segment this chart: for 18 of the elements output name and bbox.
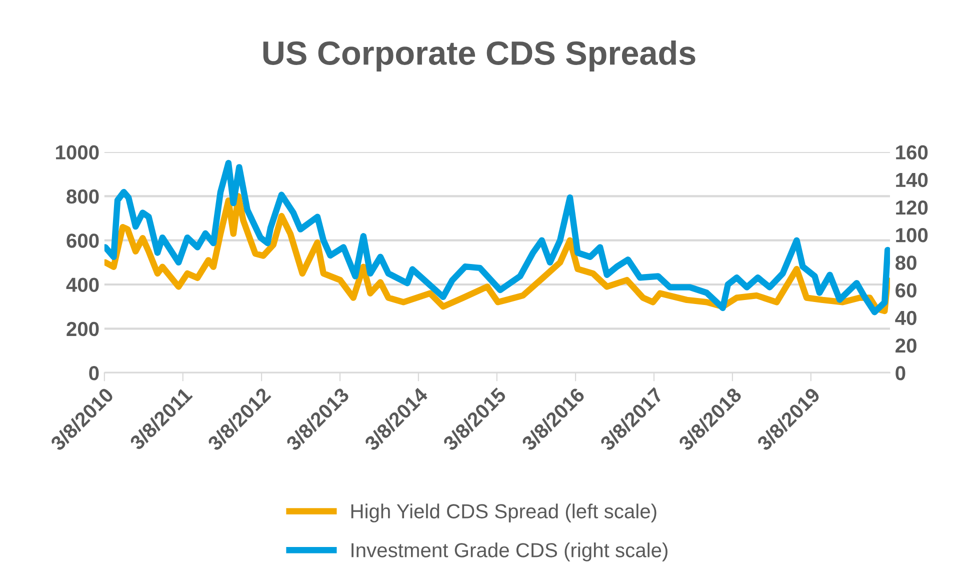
legend-label: High Yield CDS Spread (left scale) xyxy=(351,504,656,522)
y2-tick-label: 80 xyxy=(895,256,916,270)
y2-tick-label: 100 xyxy=(896,228,928,242)
y-tick-label: 600 xyxy=(66,234,99,248)
y2-tick-label: 20 xyxy=(896,338,916,353)
y-tick-label: 400 xyxy=(66,278,99,292)
y2-tick-label: 140 xyxy=(896,172,928,188)
y2-tick-label: 120 xyxy=(896,200,928,215)
y-tick-label: 200 xyxy=(66,322,99,336)
y2-tick-label: 160 xyxy=(896,145,928,160)
y-tick-label: 0 xyxy=(89,366,99,380)
legend-label: Investment Grade CDS (right scale) xyxy=(352,542,668,562)
y2-tick-label: 60 xyxy=(896,283,916,298)
y2-tick-label: 40 xyxy=(895,310,916,326)
y2-tick-label: 0 xyxy=(896,366,906,380)
chart-title: US Corporate CDS Spreads xyxy=(263,40,696,72)
y-tick-label: 1000 xyxy=(56,145,99,160)
y-tick-label: 800 xyxy=(66,189,99,204)
